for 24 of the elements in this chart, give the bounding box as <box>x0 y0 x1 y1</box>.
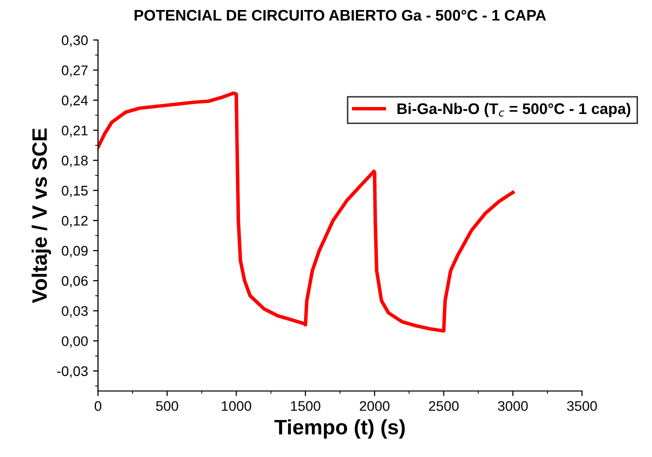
x-tick-label: 1500 <box>291 401 320 411</box>
y-tick-label: 0,12 <box>62 216 88 228</box>
y-tick-label: 0,06 <box>62 276 88 288</box>
y-tick-label: 0,21 <box>62 126 88 138</box>
y-tick-label: 0,18 <box>62 156 88 168</box>
x-tick-label: 2500 <box>428 401 459 411</box>
y-tick-label: 0,24 <box>62 96 88 107</box>
y-tick-label: 0,00 <box>62 336 88 348</box>
x-tick-label: 3000 <box>498 401 528 411</box>
legend-label: Bi-Ga-Nb-O (T$_{c}$ = 500°C - 1 capa) <box>398 102 630 118</box>
x-tick-label: 500 <box>156 401 178 411</box>
x-tick-label: 0 <box>94 401 102 411</box>
chart-title: POTENCIAL DE CIRCUITO ABIERTO Ga - 500°C - 1 CAPA <box>134 10 546 21</box>
y-axis-title: Voltaje / V vs SCE <box>32 128 52 304</box>
y-tick-label: 0,03 <box>62 306 88 318</box>
x-axis-title: Tiempo (t) (s) <box>274 419 405 439</box>
y-tick-label: -0,03 <box>57 366 88 378</box>
x-tick-label: 2000 <box>360 401 390 411</box>
x-tick-label: 3500 <box>567 401 597 411</box>
y-tick-label: 0,27 <box>62 65 88 77</box>
x-tick-label: 1000 <box>222 401 252 411</box>
y-tick-label: 0,09 <box>62 246 88 258</box>
y-tick-label: 0,30 <box>62 35 88 47</box>
y-tick-label: 0,15 <box>62 186 88 198</box>
